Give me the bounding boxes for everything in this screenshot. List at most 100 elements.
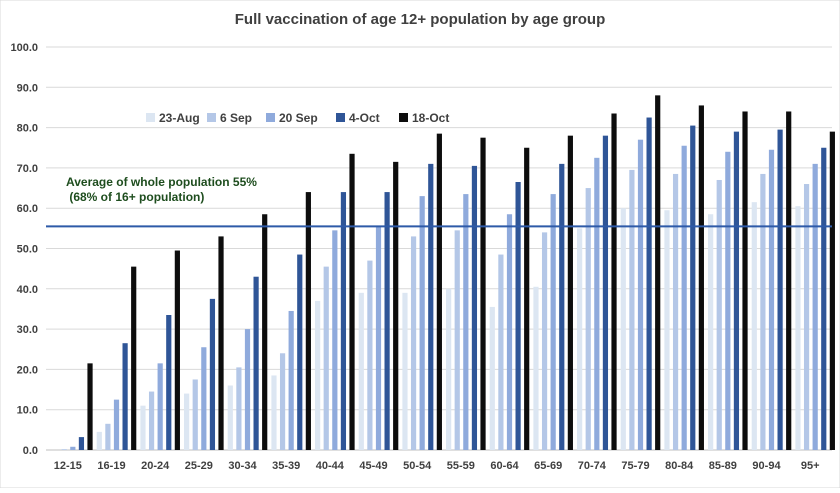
x-tick-label: 16-19 [97, 460, 125, 472]
bar [279, 353, 286, 450]
bar [105, 423, 111, 450]
average-label: Average of whole population 55% [66, 175, 257, 189]
bar [725, 151, 731, 450]
bar [305, 192, 311, 450]
bar [315, 300, 321, 450]
bar [550, 194, 556, 450]
x-tick-label: 70-74 [578, 460, 607, 472]
legend-label: 6 Sep [220, 111, 252, 125]
x-axis: 12-15 16-19 20-24 25-29 30-34 35-39 40-44 45-49… [54, 460, 820, 472]
bar [271, 375, 277, 450]
bar [602, 135, 609, 450]
bar [471, 165, 478, 450]
chart-title: Full vaccination of age 12+ population b… [235, 11, 605, 28]
average-reference: Average of whole population 55% (68% of … [46, 175, 832, 228]
x-tick-label: 50-54 [403, 460, 432, 472]
y-tick-label: 60.0 [17, 203, 38, 215]
bar [829, 131, 835, 450]
x-tick-label: 25-29 [185, 460, 213, 472]
legend-label: 23-Aug [159, 111, 200, 125]
bar [236, 367, 242, 450]
x-tick-label: 35-39 [272, 460, 300, 472]
y-tick-label: 90.0 [17, 82, 38, 94]
bar [122, 343, 128, 450]
bar [148, 391, 155, 450]
x-tick-label: 75-79 [621, 460, 649, 472]
x-tick-label: 55-59 [447, 460, 475, 472]
bar [533, 286, 539, 450]
bar [637, 139, 644, 450]
bar [777, 129, 783, 450]
bar [786, 111, 792, 450]
x-tick-label: 80-84 [665, 460, 694, 472]
bar [795, 206, 801, 450]
x-tick-label: 20-24 [141, 460, 170, 472]
y-tick-label: 20.0 [17, 364, 38, 376]
bar [760, 173, 766, 450]
x-tick-label: 65-69 [534, 460, 562, 472]
bar [428, 163, 434, 450]
x-tick-label: 95+ [801, 460, 820, 472]
bar [96, 431, 102, 450]
bar [646, 117, 652, 450]
bar [78, 437, 85, 450]
bar [244, 329, 251, 450]
bar [594, 157, 600, 450]
y-tick-label: 50.0 [17, 244, 38, 256]
y-tick-label: 0.0 [23, 445, 38, 457]
bar [541, 232, 548, 450]
bar [629, 169, 635, 451]
bars [61, 95, 835, 451]
y-tick-label: 30.0 [17, 324, 38, 336]
legend-swatch [146, 113, 155, 122]
bar [768, 149, 775, 450]
x-tick-label: 45-49 [359, 460, 387, 472]
bar [262, 214, 268, 450]
bar [61, 449, 67, 450]
bar [419, 196, 425, 450]
bar [87, 363, 93, 450]
legend: 23-Aug 6 Sep 20 Sep 4-Oct 18-Oct [146, 111, 449, 125]
bar [515, 182, 521, 450]
bar [446, 288, 452, 450]
bar [209, 298, 216, 451]
bar [559, 163, 565, 450]
bar [524, 147, 530, 450]
legend-swatch [266, 113, 275, 122]
bar [253, 276, 259, 450]
bar [567, 135, 573, 450]
bar [297, 254, 303, 450]
bar [70, 446, 76, 450]
bar [655, 95, 661, 451]
bar [340, 192, 347, 450]
bar [664, 210, 670, 450]
bar [349, 153, 355, 451]
bar [733, 131, 740, 450]
bar [410, 236, 417, 450]
bar [201, 347, 207, 450]
bar [192, 379, 198, 450]
bar [113, 399, 120, 451]
bar [375, 226, 382, 450]
bar [489, 306, 495, 450]
legend-swatch [207, 113, 216, 122]
bar [323, 266, 329, 450]
bar [157, 363, 163, 450]
legend-label: 20 Sep [279, 111, 318, 125]
bar [690, 125, 696, 450]
bar [585, 188, 591, 451]
x-tick-label: 12-15 [54, 460, 82, 472]
bar [454, 230, 460, 450]
bar [498, 254, 504, 450]
bar [131, 266, 137, 450]
bar [332, 230, 338, 450]
y-tick-label: 40.0 [17, 284, 38, 296]
bar [393, 161, 399, 451]
bar [227, 385, 233, 450]
bar [358, 292, 364, 450]
x-tick-label: 85-89 [709, 460, 737, 472]
bar [672, 173, 679, 450]
y-tick-label: 10.0 [17, 405, 38, 417]
average-sublabel: (68% of 16+ population) [66, 190, 204, 204]
legend-swatch [336, 113, 345, 122]
